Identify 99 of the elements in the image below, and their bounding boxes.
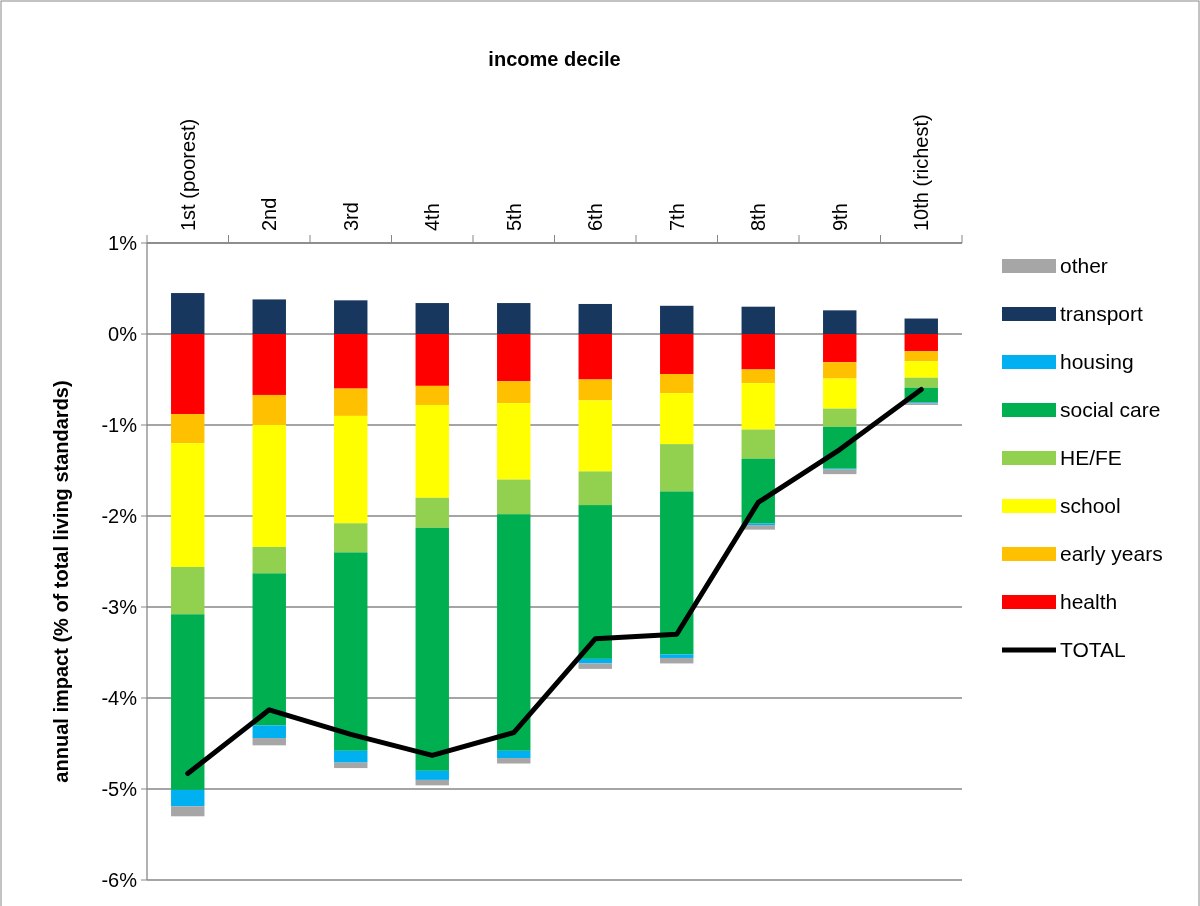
bar [497,334,531,382]
bar [415,527,449,771]
bar [741,369,775,384]
bar [578,400,612,472]
bar [497,514,531,751]
y-tick-label: -4% [101,687,138,709]
bar [823,362,857,379]
bar [415,404,449,498]
bar [415,497,449,528]
x-tick-label: 9th [828,203,851,231]
bar [252,394,286,425]
bar [497,381,531,404]
bar [415,770,449,780]
bar [904,334,938,352]
bar [578,471,612,506]
bar [578,663,612,669]
bar [334,762,368,769]
bar [334,334,368,389]
bar [660,654,694,658]
bar [660,374,694,394]
bar [904,361,938,378]
bar [497,479,531,515]
bar [252,334,286,395]
bar [660,444,694,492]
bar [741,306,775,334]
bar [415,303,449,334]
bar [660,334,694,375]
bar [823,408,857,427]
bar [252,299,286,334]
bar [171,414,205,444]
bar [660,305,694,334]
bar [741,383,775,430]
bar [497,303,531,334]
bar [497,750,531,759]
legend-label: housing [1060,350,1134,374]
legend-label: school [1060,494,1121,518]
bar [334,552,368,751]
y-tick-label: -1% [101,414,138,436]
bar [171,443,205,567]
bar [252,425,286,547]
bar [741,334,775,370]
bar [334,300,368,334]
bar [660,491,694,655]
y-tick-label: -5% [101,778,138,800]
bar [171,566,205,615]
legend-label: transport [1060,302,1144,326]
bar [823,310,857,334]
bar [171,806,205,817]
x-tick-label: 6th [584,203,607,231]
bar [252,725,286,739]
bar [497,758,531,764]
legend-label: social care [1060,398,1161,422]
bar [660,393,694,445]
bar [578,379,612,401]
bar [252,546,286,574]
legend-label: HE/FE [1060,446,1122,470]
bar [334,750,368,763]
x-tick-label: 10th (richest) [910,114,933,231]
x-axis-title: income decile [488,48,621,70]
y-tick-label: 1% [108,232,138,254]
y-tick-label: -3% [101,596,138,618]
x-tick-label: 1st (poorest) [176,118,199,231]
bar [497,403,531,480]
bar [252,573,286,726]
bar [741,429,775,459]
bar [334,523,368,553]
bar [415,334,449,386]
y-tick-label: -2% [101,505,138,527]
bar [334,415,368,524]
bar [171,789,205,807]
legend-label: health [1060,590,1118,614]
bar [415,385,449,405]
x-tick-label: 8th [747,203,770,231]
bar [252,738,286,746]
y-tick-label: 0% [108,323,138,345]
bar [578,334,612,380]
bar [578,505,612,659]
bar [823,334,857,363]
bar [171,293,205,334]
legend-label: TOTAL [1060,638,1126,662]
bar [171,334,205,415]
y-tick-label: -6% [101,869,138,891]
x-tick-label: 4th [421,203,444,231]
bar [334,388,368,416]
x-tick-label: 3rd [339,202,362,231]
bar [415,779,449,786]
bar [904,351,938,362]
x-tick-label: 7th [665,203,688,231]
bar [904,377,938,388]
bar [823,378,857,409]
bar [578,303,612,334]
x-tick-label: 5th [502,203,525,231]
y-axis-title: annual impact (% of total living standards) [50,380,72,783]
x-tick-label: 2nd [258,197,281,231]
bar [660,657,694,664]
bar [171,614,205,790]
bar [904,318,938,334]
legend-label: other [1060,254,1108,278]
legend-label: early years [1060,542,1163,566]
